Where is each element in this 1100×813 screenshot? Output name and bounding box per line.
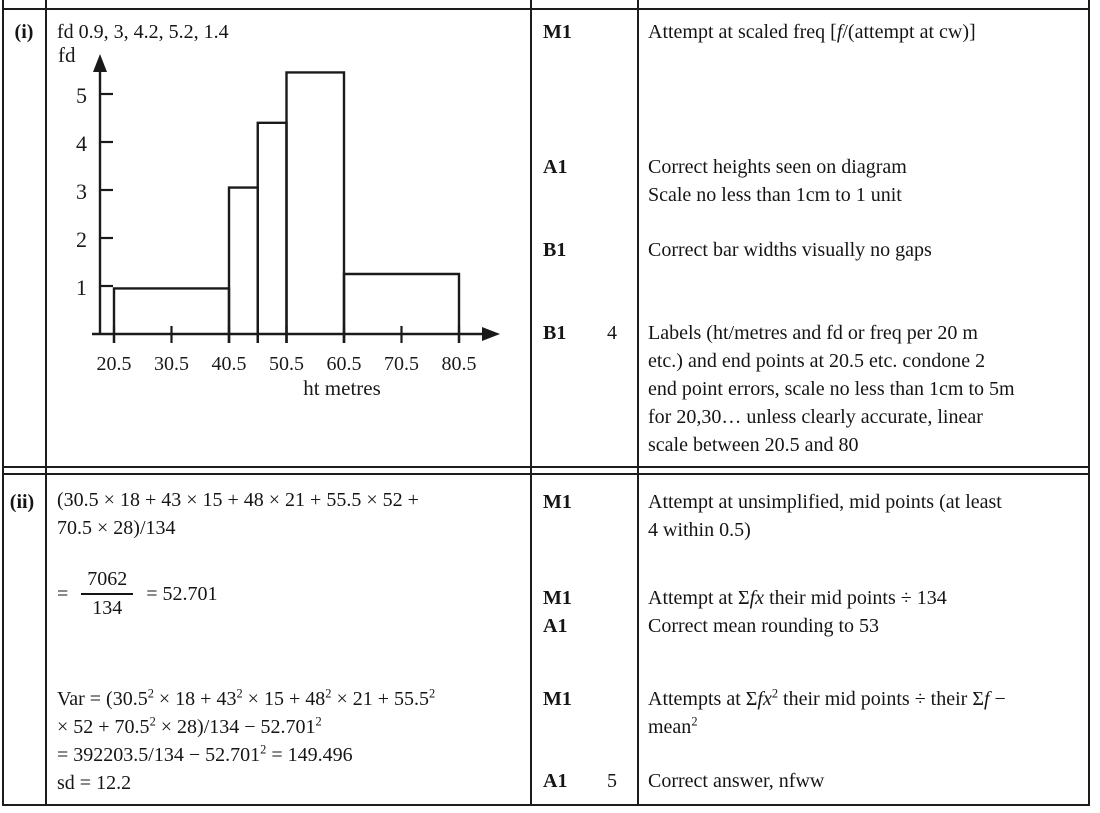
mark-code: B1 (543, 322, 567, 344)
mark-code: B1 (543, 239, 567, 261)
work-line: 70.5 × 28)/134 (57, 517, 176, 539)
guidance-line: scale between 20.5 and 80 (648, 434, 859, 456)
guidance-line: 4 within 0.5) (648, 519, 751, 541)
x-tick-label: 80.5 (442, 353, 477, 375)
row-separator-lower (2, 473, 1090, 475)
mean-result: = 52.701 (146, 582, 218, 605)
fraction: 7062 134 (78, 566, 136, 622)
answer-fd-line: fd 0.9, 3, 4.2, 5.2, 1.4 (57, 21, 229, 43)
y-tick-label: 2 (76, 227, 87, 252)
guidance-line: Attempts at Σfx2 their mid points ÷ thei… (648, 686, 1006, 710)
x-axis-title: ht metres (303, 376, 381, 400)
histogram-bar (256, 121, 288, 343)
guidance-line: end point errors, scale no less than 1cm… (648, 378, 1015, 400)
histogram-bar (342, 272, 461, 343)
work-line: (30.5 × 18 + 43 × 15 + 48 × 21 + 55.5 × … (57, 489, 419, 511)
mark-code: M1 (543, 587, 572, 609)
x-tick-label: 40.5 (212, 353, 247, 375)
table-border-guidance-col (637, 0, 639, 806)
histogram-chart: 1 2 3 4 5 20.5 30.5 40.5 50.5 60.5 70.5 80.5 fd ht me… (48, 42, 518, 414)
mark-total: 4 (607, 322, 617, 344)
table-border-bottom (2, 804, 1090, 806)
variance-line: = 392203.5/134 − 52.7012 = 149.496 (57, 742, 353, 766)
guidance-line: Labels (ht/metres and fd or freq per 20 … (648, 322, 978, 344)
y-tick-label: 5 (76, 83, 87, 108)
axis-arrowhead (93, 54, 107, 72)
guidance-line: Correct heights seen on diagram (648, 156, 907, 178)
mark-code: M1 (543, 21, 572, 43)
variance-line: × 52 + 70.52 × 28)/134 − 52.7012 (57, 714, 322, 738)
part-label-ii: (ii) (9, 491, 35, 513)
table-border-right (1088, 0, 1090, 806)
guidance-line: etc.) and end points at 20.5 etc. condon… (648, 350, 986, 372)
guidance-line: Correct bar widths visually no gaps (648, 239, 932, 261)
fraction-numerator: 7062 (87, 568, 128, 590)
mark-total: 5 (607, 770, 617, 792)
mark-code: A1 (543, 770, 568, 792)
y-axis-title: fd (58, 43, 76, 67)
row-separator-upper (2, 466, 1090, 468)
mark-code: M1 (543, 688, 572, 710)
histogram-bar (227, 186, 259, 343)
guidance-line: Attempt at Σfx their mid points ÷ 134 (648, 587, 947, 609)
guidance-line: Attempt at scaled freq [f/(attempt at cw… (648, 21, 976, 43)
x-tick-label: 50.5 (269, 353, 304, 375)
guidance-line: Attempt at unsimplified, mid points (at … (648, 491, 1002, 513)
equals-sign: = (57, 582, 69, 605)
guidance-line: mean2 (648, 714, 698, 738)
sd-line: sd = 12.2 (57, 772, 132, 794)
x-tick-label: 30.5 (154, 353, 189, 375)
table-border-marks-col (530, 0, 532, 806)
x-tick-label: 60.5 (327, 353, 362, 375)
guidance-line: for 20,30… unless clearly accurate, line… (648, 406, 983, 428)
y-tick-label: 3 (76, 179, 87, 204)
part-label-i: (i) (14, 21, 34, 43)
histogram-svg: 1 2 3 4 5 20.5 30.5 40.5 50.5 60.5 70.5 80.5 fd ht me… (58, 43, 500, 400)
variance-line: Var = (30.52 × 18 + 432 × 15 + 482 × 21 … (57, 686, 436, 710)
y-tick-label: 1 (76, 275, 87, 300)
fraction-denominator: 134 (81, 593, 134, 622)
axis-arrowhead (482, 327, 500, 341)
x-tick-label: 20.5 (97, 353, 132, 375)
x-tick-label: 70.5 (384, 353, 419, 375)
table-border-part-col (45, 0, 47, 806)
guidance-line: Scale no less than 1cm to 1 unit (648, 184, 902, 206)
mean-equation: = 7062 134 = 52.701 (57, 566, 218, 622)
table-border-top (2, 8, 1090, 10)
guidance-line: Correct mean rounding to 53 (648, 615, 880, 637)
y-tick-label: 4 (76, 131, 87, 156)
guidance-line: Correct answer, nfww (648, 770, 825, 792)
table-border-left (2, 0, 4, 806)
histogram-bar (285, 71, 346, 343)
mark-code: A1 (543, 615, 568, 637)
mark-code: A1 (543, 156, 568, 178)
mark-code: M1 (543, 491, 572, 513)
